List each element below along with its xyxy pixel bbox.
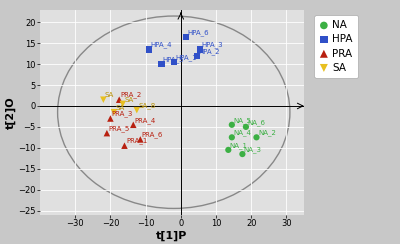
Text: NA_6: NA_6 [247, 119, 265, 126]
Text: SA: SA [115, 105, 124, 111]
Point [170, 60, 177, 64]
Text: SA: SA [124, 97, 133, 103]
Point [121, 144, 128, 148]
Text: NA_1: NA_1 [230, 142, 248, 149]
Point [197, 48, 203, 51]
Point [239, 152, 246, 156]
Text: PRA_4: PRA_4 [135, 117, 156, 123]
Text: PRA_6: PRA_6 [142, 132, 163, 138]
Text: PRA_1: PRA_1 [126, 138, 147, 144]
Point [120, 102, 126, 106]
Point [116, 98, 122, 102]
Text: NA_5: NA_5 [233, 117, 251, 123]
Legend: NA, HPA, PRA, SA: NA, HPA, PRA, SA [314, 15, 358, 78]
Point [134, 108, 140, 112]
Point [194, 54, 200, 58]
X-axis label: t[1]P: t[1]P [156, 231, 188, 241]
Text: PRA_2: PRA_2 [121, 92, 142, 98]
Text: NA_3: NA_3 [244, 146, 262, 153]
Point [225, 148, 232, 152]
Point [158, 62, 165, 66]
Text: HPA_3: HPA_3 [202, 41, 223, 48]
Text: SA: SA [105, 92, 114, 98]
Point [104, 131, 110, 135]
Point [107, 117, 114, 121]
Point [183, 35, 189, 39]
Text: HPA_5: HPA_5 [163, 56, 184, 63]
Text: NA_2: NA_2 [258, 129, 276, 136]
Text: HPA_1: HPA_1 [175, 54, 197, 61]
Text: HPA_2: HPA_2 [198, 48, 220, 54]
Point [137, 137, 144, 141]
Point [243, 125, 249, 129]
Point [100, 98, 106, 102]
Point [130, 123, 136, 127]
Text: SA_8: SA_8 [138, 102, 156, 109]
Text: NA_4: NA_4 [233, 129, 251, 136]
Point [111, 110, 117, 114]
Text: HPA_4: HPA_4 [150, 41, 172, 48]
Point [229, 123, 235, 127]
Point [146, 48, 152, 51]
Text: PRA_3: PRA_3 [112, 111, 133, 117]
Y-axis label: t[2]O: t[2]O [5, 96, 16, 129]
Text: HPA_6: HPA_6 [188, 29, 209, 36]
Text: PRA_5: PRA_5 [108, 125, 130, 132]
Point [229, 135, 235, 139]
Point [253, 135, 260, 139]
